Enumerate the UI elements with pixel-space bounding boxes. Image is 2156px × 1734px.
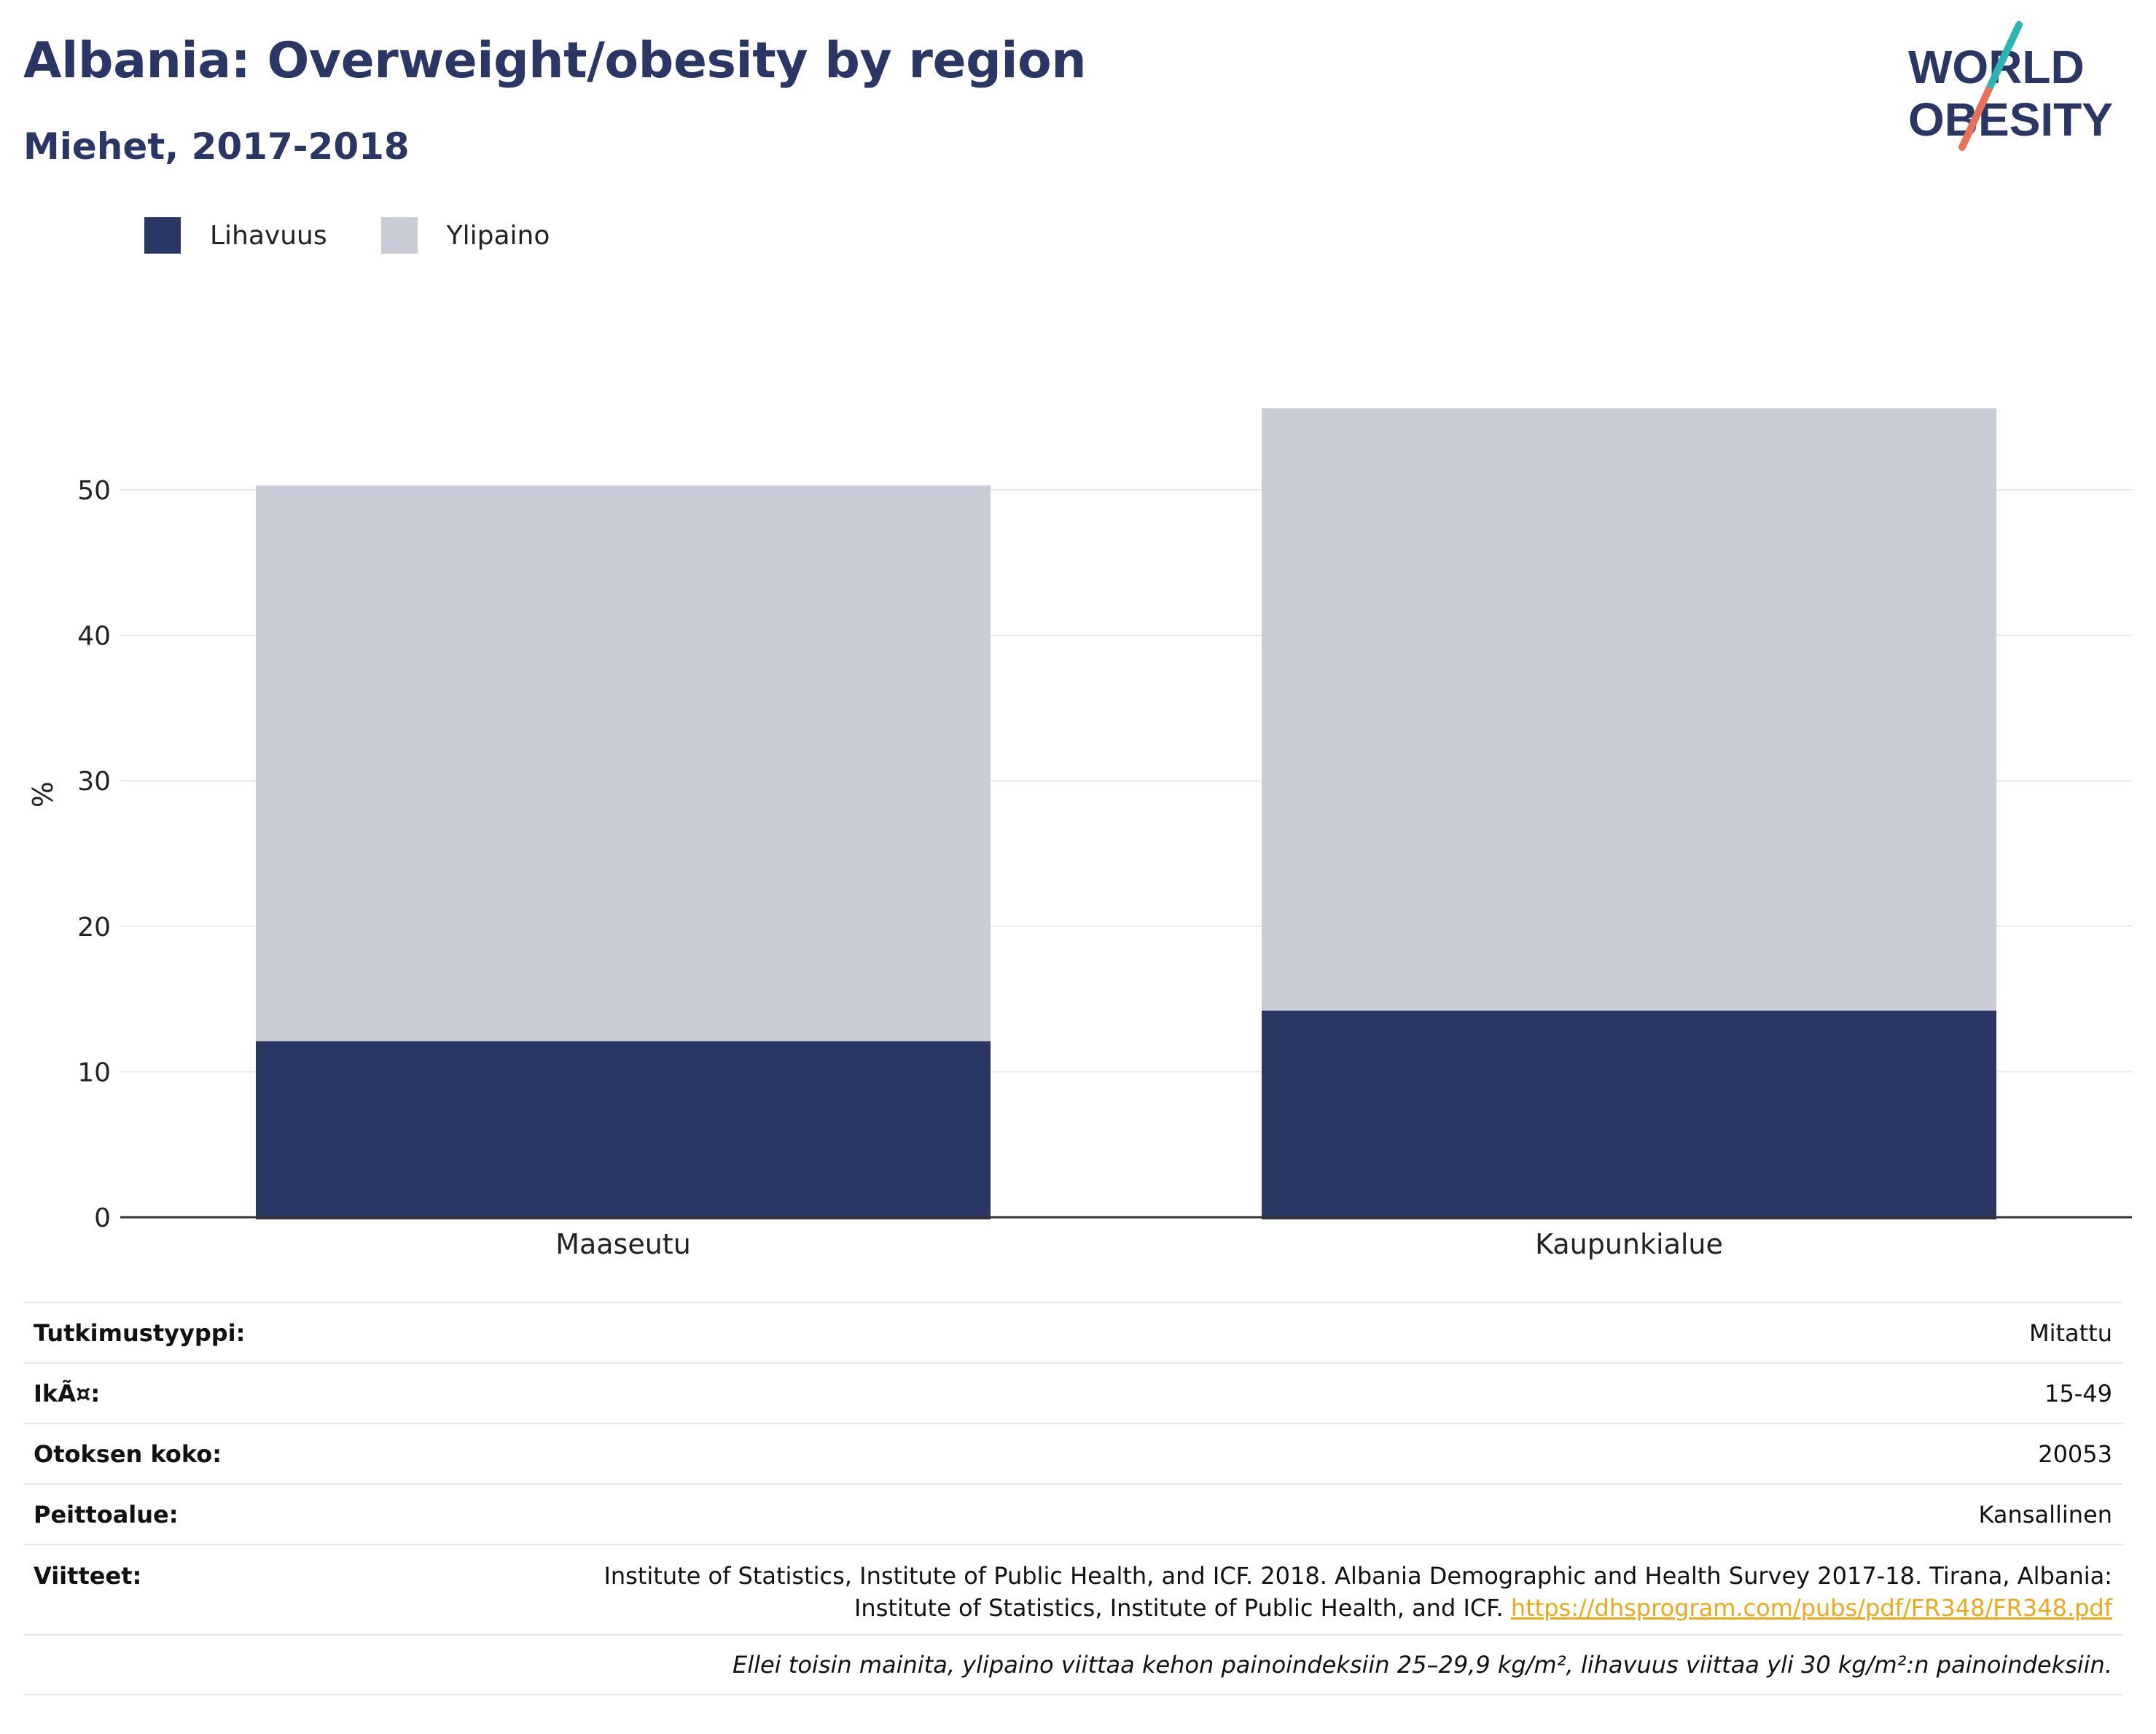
reference-link[interactable]: https://dhsprogram.com/pubs/pdf/FR348/FR… — [1510, 1594, 2112, 1622]
logo-slash-coral — [1958, 87, 1992, 151]
y-tick-label-30: 30 — [77, 767, 111, 797]
reference-text-line2: Institute of Statistics, Institute of Pu… — [854, 1594, 1504, 1622]
legend-item-obesity[interactable]: Lihavuus — [144, 217, 327, 254]
age-label: IkÃ¤: — [23, 1362, 300, 1423]
y-tick-label-40: 40 — [77, 622, 111, 652]
logo-slash-teal — [1985, 21, 2023, 94]
study-type-label: Tutkimustyyppi: — [23, 1302, 300, 1363]
x-tick-label-kaupunkialue: Kaupunkialue — [1535, 1228, 1723, 1260]
y-tick-label-50: 50 — [77, 476, 111, 506]
references-label: Viitteet: — [23, 1544, 300, 1635]
age-value: 15-49 — [300, 1362, 2122, 1423]
info-row-age: IkÃ¤: 15-49 — [23, 1362, 2122, 1423]
reference-text-line1: Institute of Statistics, Institute of Pu… — [604, 1562, 2112, 1590]
definition-note: Ellei toisin mainita, ylipaino viittaa k… — [23, 1634, 2122, 1695]
study-type-value: Mitattu — [300, 1302, 2122, 1363]
x-tick-label-maaseutu: Maaseutu — [555, 1228, 691, 1260]
y-axis-label: % — [27, 781, 59, 808]
legend-label-overweight: Ylipaino — [446, 220, 550, 251]
chart-legend: Lihavuus Ylipaino — [144, 216, 604, 255]
legend-swatch-obesity — [144, 217, 181, 254]
coverage-value: Kansallinen — [300, 1483, 2122, 1544]
bar-lihavuus-kaupunkialue — [1262, 1010, 1996, 1219]
sample-size-value: 20053 — [300, 1423, 2122, 1484]
bar-lihavuus-maaseutu — [256, 1041, 991, 1219]
logo-word-obesity: OBESITY — [1908, 93, 2113, 146]
info-row-note: Ellei toisin mainita, ylipaino viittaa k… — [23, 1634, 2122, 1695]
stacked-bar-chart: 0 10 20 30 40 50% Maaseutu Kaupunkialue — [27, 408, 2132, 1260]
y-tick-label-10: 10 — [77, 1058, 111, 1087]
world-obesity-logo[interactable]: WORLD OBESITY — [1895, 17, 2143, 156]
coverage-label: Peittoalue: — [23, 1483, 300, 1544]
bar-ylipaino-maaseutu — [256, 485, 991, 1042]
legend-swatch-overweight — [380, 217, 418, 254]
info-row-coverage: Peittoalue: Kansallinen — [23, 1483, 2122, 1544]
references-value: Institute of Statistics, Institute of Pu… — [300, 1544, 2122, 1635]
info-row-sample-size: Otoksen koko: 20053 — [23, 1423, 2122, 1484]
info-row-references: Viitteet: Institute of Statistics, Insti… — [23, 1544, 2122, 1635]
info-row-study-type: Tutkimustyyppi: Mitattu — [23, 1302, 2122, 1363]
study-info-table: Tutkimustyyppi: Mitattu IkÃ¤: 15-49 Otok… — [23, 1302, 2122, 1695]
y-tick-label-0: 0 — [94, 1203, 111, 1233]
sample-size-label: Otoksen koko: — [23, 1423, 300, 1484]
y-tick-label-20: 20 — [77, 913, 111, 942]
legend-label-obesity: Lihavuus — [210, 220, 327, 251]
chart-title: Albania: Overweight/obesity by region — [23, 32, 1087, 90]
legend-item-overweight[interactable]: Ylipaino — [380, 217, 550, 254]
chart-subtitle: Miehet, 2017-2018 — [23, 125, 410, 168]
bar-ylipaino-kaupunkialue — [1262, 408, 1996, 1011]
